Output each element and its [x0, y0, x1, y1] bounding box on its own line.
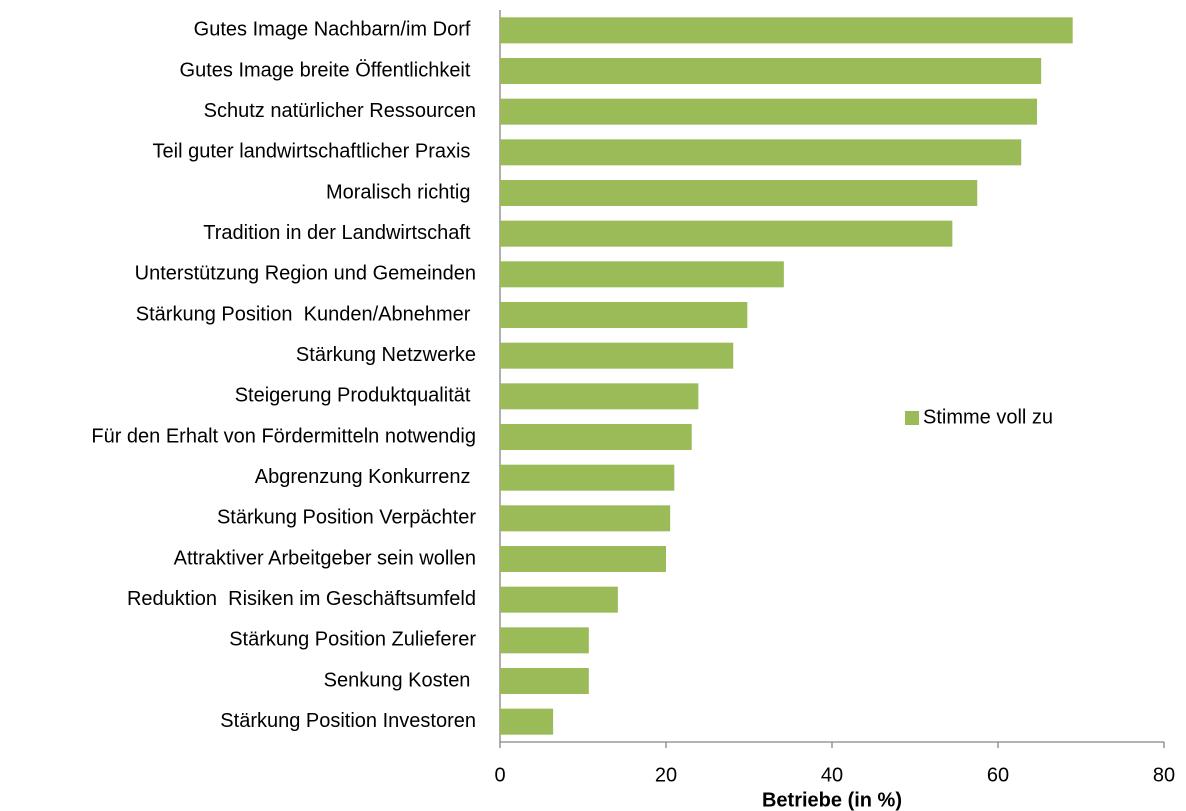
y-tick-label: Steigerung Produktqualität [235, 385, 476, 407]
x-tick-label: 80 [1153, 764, 1175, 786]
bar [500, 708, 554, 735]
y-tick-label: Teil guter landwirtschaftlicher Praxis [153, 141, 476, 163]
y-tick-label: Stärkung Position Verpächter [217, 507, 476, 529]
y-tick-label: Tradition in der Landwirtschaft [203, 222, 476, 244]
bar [500, 342, 734, 369]
x-tick-label: 60 [987, 764, 1009, 786]
bar [500, 58, 1042, 84]
y-tick-label: Stärkung Position Investoren [220, 710, 476, 732]
y-tick-label: Stärkung Position Kunden/Abnehmer [136, 303, 476, 325]
bar [500, 424, 692, 450]
y-tick-label: Moralisch richtig [326, 181, 476, 203]
y-tick-label: Unterstützung Region und Gemeinden [135, 263, 476, 285]
y-tick-label: Stärkung Netzwerke [296, 344, 476, 366]
bar [500, 302, 748, 328]
y-tick-label: Für den Erhalt von Fördermitteln notwend… [91, 425, 476, 447]
bar [500, 139, 1022, 166]
y-tick-label: Reduktion Risiken im Geschäftsumfeld [127, 588, 476, 610]
y-tick-label: Schutz natürlicher Ressourcen [204, 100, 476, 122]
bar [500, 383, 699, 410]
x-tick-label: 20 [655, 764, 677, 786]
bar [500, 505, 671, 532]
y-tick-label: Senkung Kosten [324, 669, 476, 691]
legend-label: Stimme voll zu [923, 406, 1053, 428]
bar [500, 464, 675, 491]
bar [500, 546, 666, 572]
bar [500, 220, 953, 247]
bar [500, 17, 1073, 44]
bar [500, 668, 589, 694]
y-tick-label: Abgrenzung Konkurrenz [255, 466, 476, 488]
bar [500, 180, 978, 206]
bar [500, 627, 589, 654]
bar [500, 98, 1038, 125]
y-tick-label: Attraktiver Arbeitgeber sein wollen [174, 547, 476, 569]
bar [500, 586, 618, 613]
x-tick-label: 40 [821, 764, 843, 786]
legend-swatch [905, 411, 919, 425]
y-tick-label: Stärkung Position Zulieferer [229, 629, 476, 651]
y-tick-label: Gutes Image Nachbarn/im Dorf [194, 19, 476, 41]
x-tick-label: 0 [494, 764, 505, 786]
y-tick-label: Gutes Image breite Öffentlichkeit [180, 59, 476, 81]
x-axis-title: Betriebe (in %) [762, 789, 902, 811]
bar [500, 261, 784, 288]
